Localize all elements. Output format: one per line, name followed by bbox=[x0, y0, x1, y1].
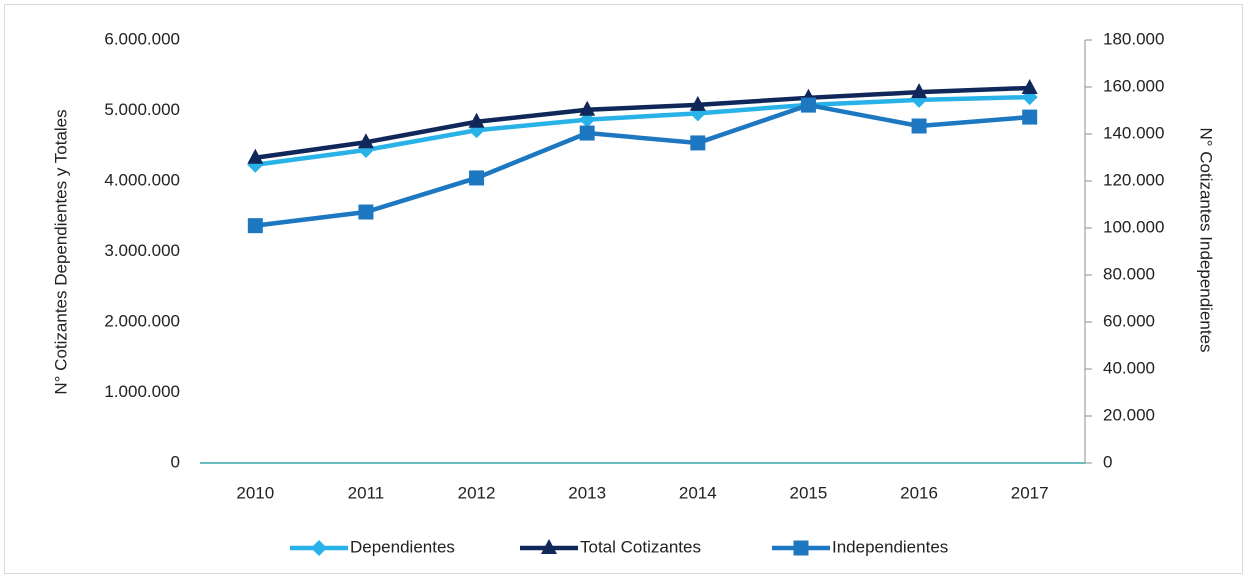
y2-tick-label: 40.000 bbox=[1103, 358, 1155, 377]
data-point bbox=[1022, 109, 1038, 125]
y2-tick-label: 160.000 bbox=[1103, 76, 1164, 95]
chart-border bbox=[4, 4, 1243, 574]
data-point bbox=[468, 112, 485, 128]
legend-marker bbox=[793, 540, 809, 556]
x-tick-label: 2010 bbox=[236, 483, 274, 502]
data-point bbox=[247, 218, 263, 234]
y-tick-label: 3.000.000 bbox=[104, 241, 180, 260]
series-line bbox=[255, 102, 1030, 228]
y-tick-label: 6.000.000 bbox=[104, 29, 180, 48]
y2-tick-label: 140.000 bbox=[1103, 123, 1164, 142]
x-tick-label: 2012 bbox=[458, 483, 496, 502]
y2-tick-label: 60.000 bbox=[1103, 311, 1155, 330]
legend-label: Total Cotizantes bbox=[580, 537, 701, 556]
y-tick-label: 4.000.000 bbox=[104, 170, 180, 189]
legend-marker bbox=[311, 540, 327, 556]
data-point bbox=[911, 83, 928, 99]
x-tick-label: 2014 bbox=[679, 483, 717, 502]
data-point bbox=[800, 97, 816, 113]
y2-axis-title: N° Cotizantes Independientes bbox=[1197, 127, 1216, 352]
legend-label: Independientes bbox=[832, 537, 948, 556]
x-tick-label: 2013 bbox=[568, 483, 606, 502]
y-tick-label: 1.000.000 bbox=[104, 382, 180, 401]
y2-tick-label: 180.000 bbox=[1103, 29, 1164, 48]
data-point bbox=[357, 133, 374, 149]
y-tick-label: 5.000.000 bbox=[104, 100, 180, 119]
x-tick-label: 2015 bbox=[790, 483, 828, 502]
y2-tick-label: 20.000 bbox=[1103, 405, 1155, 424]
data-point bbox=[690, 135, 706, 151]
legend-label: Dependientes bbox=[350, 537, 455, 556]
data-point bbox=[911, 118, 927, 134]
y2-tick-label: 100.000 bbox=[1103, 217, 1164, 236]
data-point bbox=[358, 204, 374, 220]
y2-tick-label: 80.000 bbox=[1103, 264, 1155, 283]
data-point bbox=[1021, 78, 1038, 94]
y-tick-label: 2.000.000 bbox=[104, 311, 180, 330]
data-point bbox=[468, 122, 485, 139]
data-point bbox=[579, 100, 596, 116]
x-tick-label: 2016 bbox=[900, 483, 938, 502]
x-tick-label: 2011 bbox=[348, 483, 385, 502]
y-tick-label: 0 bbox=[171, 452, 180, 471]
y2-tick-label: 0 bbox=[1103, 452, 1112, 471]
data-point bbox=[689, 95, 706, 111]
y2-tick-label: 120.000 bbox=[1103, 170, 1164, 189]
series-line bbox=[255, 94, 1030, 168]
series-line bbox=[255, 85, 1030, 160]
y-axis-title: N° Cotizantes Dependientes y Totales bbox=[51, 109, 70, 394]
data-point bbox=[247, 148, 264, 164]
legend-marker bbox=[541, 539, 557, 554]
x-tick-label: 2017 bbox=[1011, 483, 1049, 502]
data-point bbox=[579, 125, 595, 141]
data-point bbox=[469, 170, 485, 186]
